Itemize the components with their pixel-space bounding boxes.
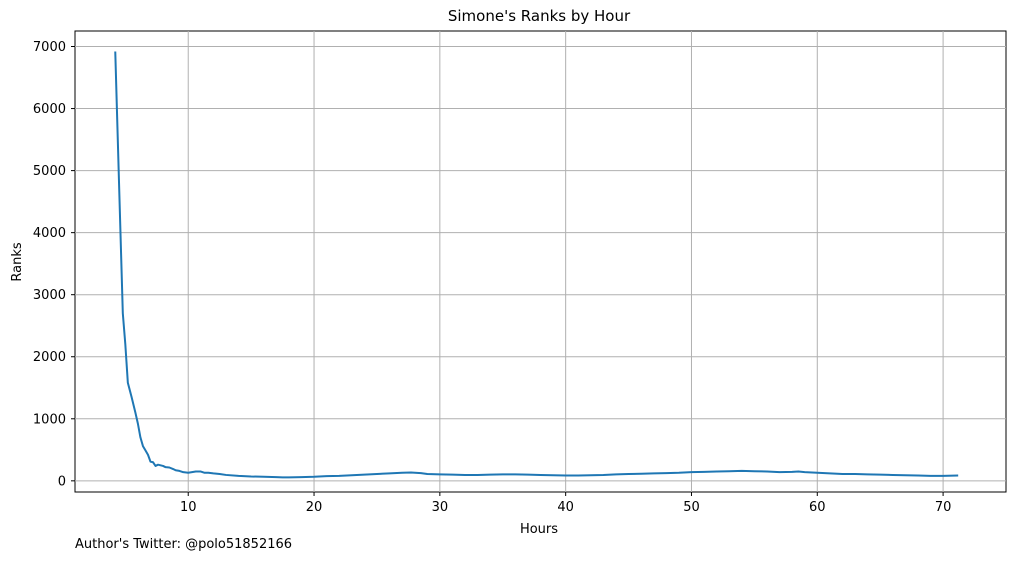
x-axis-label: Hours <box>520 522 558 537</box>
axis-ticks: 10 20 30 40 50 60 70 0 1000 2000 3000 4000 5000 6000 7… <box>33 40 951 515</box>
x-tick-label: 70 <box>935 500 952 515</box>
x-tick-label: 30 <box>432 500 449 515</box>
x-tick-label: 50 <box>683 500 700 515</box>
y-axis-label: Ranks <box>10 242 25 281</box>
y-tick-label: 5000 <box>33 164 66 179</box>
y-tick-label: 2000 <box>33 350 66 365</box>
author-footnote: Author's Twitter: @polo51852166 <box>75 537 293 552</box>
y-tick-label: 7000 <box>33 40 66 55</box>
series-line-ranks <box>114 51 959 479</box>
x-tick-label: 40 <box>557 500 574 515</box>
plot-area <box>74 30 1007 493</box>
x-tick-label: 60 <box>809 500 826 515</box>
y-tick-label: 4000 <box>33 226 66 241</box>
x-tick-label: 20 <box>306 500 323 515</box>
y-tick-label: 1000 <box>33 412 66 427</box>
y-tick-label: 3000 <box>33 288 66 303</box>
gridlines <box>75 31 1006 492</box>
chart-title: Simone's Ranks by Hour <box>448 7 631 25</box>
y-tick-label: 6000 <box>33 102 66 117</box>
x-tick-label: 10 <box>180 500 197 515</box>
y-tick-label: 0 <box>58 474 66 489</box>
